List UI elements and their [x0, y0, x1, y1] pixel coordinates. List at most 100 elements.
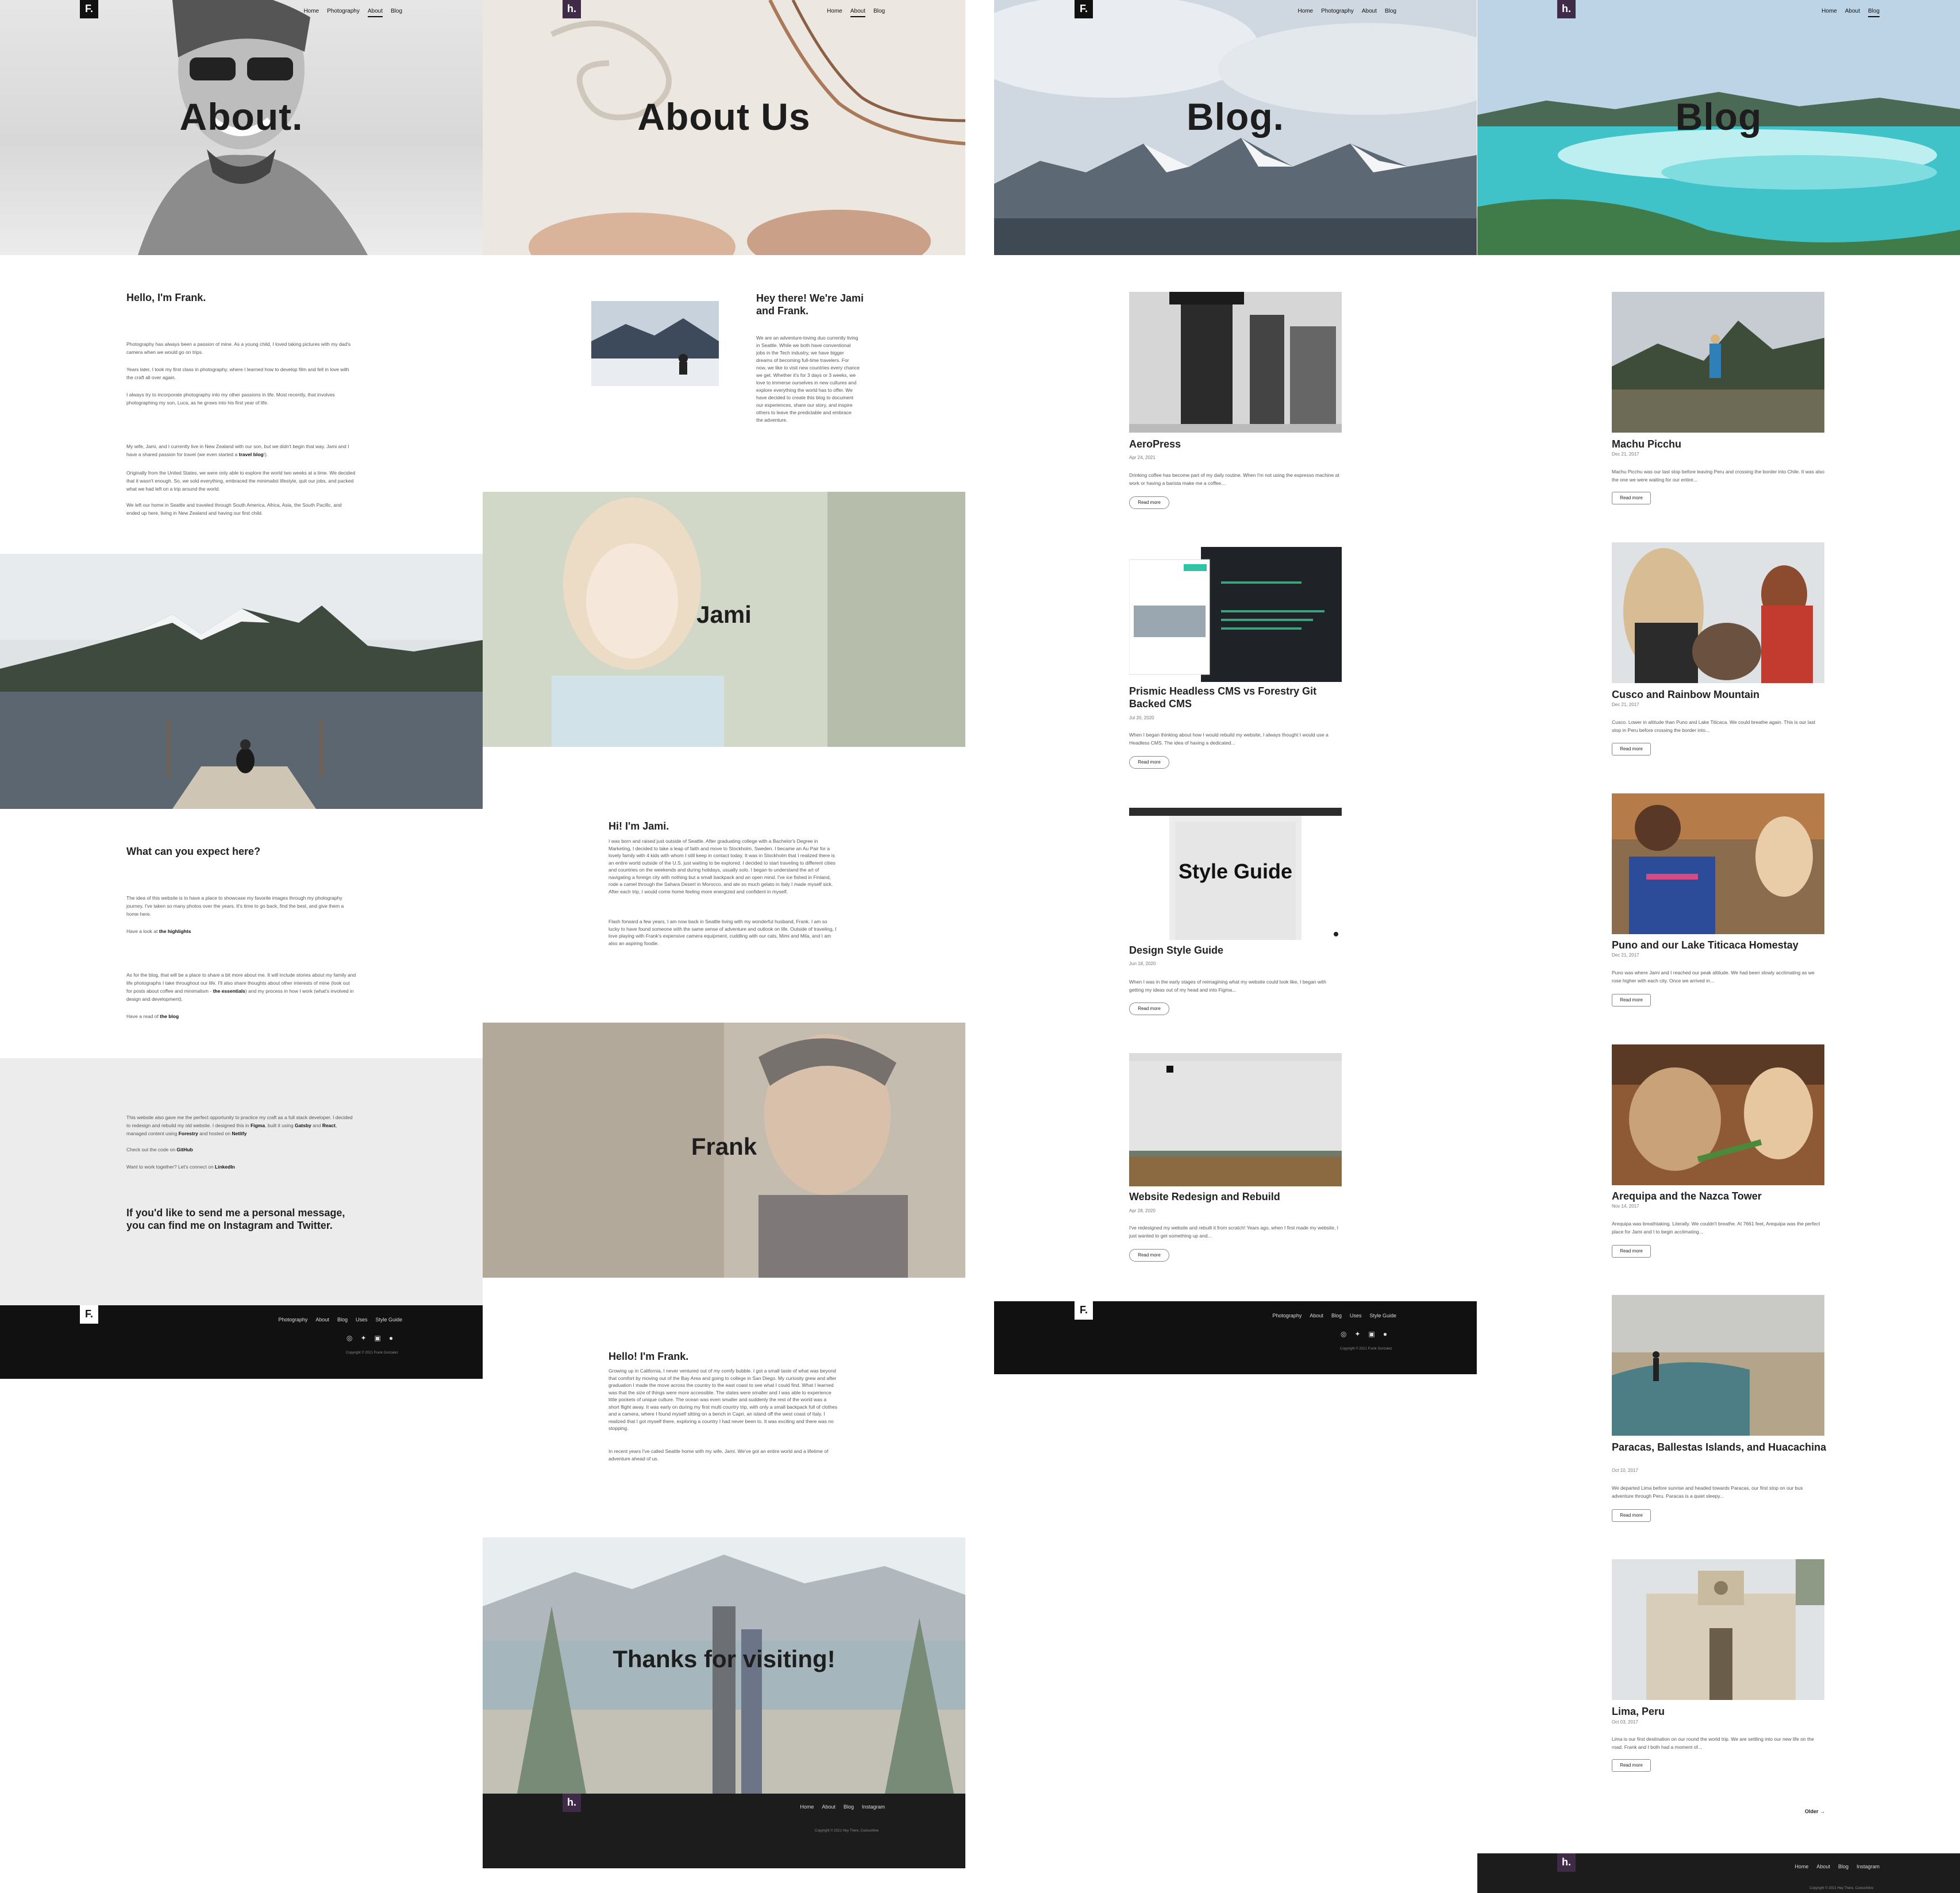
post-title[interactable]: Design Style Guide [1129, 944, 1224, 956]
github-icon[interactable]: ● [1383, 1330, 1396, 1338]
post-title[interactable]: Website Redesign and Rebuild [1129, 1191, 1280, 1202]
post-title[interactable]: Cusco and Rainbow Mountain [1612, 689, 1759, 700]
twitter-icon[interactable]: ✦ [360, 1334, 375, 1342]
nav-home[interactable]: Home [303, 8, 319, 14]
post-image-machu-picchu[interactable] [1612, 292, 1824, 433]
post-image-lima[interactable] [1612, 1559, 1824, 1700]
footer-nav-home[interactable]: Home [800, 1804, 814, 1810]
post-date: Nov 14, 2017 [1612, 1204, 1639, 1209]
post-title[interactable]: Lima, Peru [1612, 1706, 1665, 1717]
footer-nav-uses[interactable]: Uses [355, 1317, 368, 1323]
post-title[interactable]: Paracas, Ballestas Islands, and Huacachi… [1612, 1441, 1827, 1453]
nav-photography[interactable]: Photography [327, 8, 360, 14]
nav-about[interactable]: About [1361, 8, 1377, 14]
travel-blog-link[interactable]: travel blog [238, 452, 264, 457]
footer-nav-style-guide[interactable]: Style Guide [1369, 1313, 1396, 1318]
frank-banner-title: Frank [691, 1133, 757, 1160]
post-title[interactable]: Machu Picchu [1612, 438, 1682, 450]
footer-nav-home[interactable]: Home [1795, 1864, 1809, 1869]
hello-heading: Hello, I'm Frank. [126, 292, 206, 303]
linkedin-link[interactable]: LinkedIn [214, 1164, 235, 1170]
site-logo[interactable]: h. [563, 0, 581, 18]
highlights-link[interactable]: the highlights [159, 928, 191, 934]
post-image-redesign[interactable] [1129, 1053, 1342, 1194]
read-more-button[interactable]: Read more [1612, 1759, 1651, 1772]
nav-home[interactable]: Home [827, 8, 842, 14]
footer-logo[interactable]: F. [1075, 1301, 1093, 1320]
post-excerpt: We departed Lima before sunrise and head… [1612, 1485, 1803, 1499]
footer-logo[interactable]: F. [80, 1305, 98, 1324]
nav-photography[interactable]: Photography [1321, 8, 1354, 14]
linkedin-icon[interactable]: ▣ [374, 1334, 389, 1342]
instagram-icon[interactable]: ◎ [1341, 1330, 1355, 1338]
page-title: About Us [637, 95, 811, 138]
read-more-button[interactable]: Read more [1612, 743, 1651, 755]
gatsby-link[interactable]: Gatsby [294, 1123, 311, 1128]
nav-blog[interactable]: Blog [390, 8, 402, 14]
footer-logo[interactable]: h. [1557, 1853, 1576, 1872]
post-title[interactable]: Prismic Headless CMS vs Forestry Git Bac… [1129, 685, 1317, 710]
post-title[interactable]: Puno and our Lake Titicaca Homestay [1612, 939, 1799, 951]
site-logo[interactable]: h. [1557, 0, 1576, 18]
github-line: Check out the code on GitHub [126, 1146, 356, 1154]
post-image-cms-comparison[interactable] [1129, 547, 1342, 688]
site-logo[interactable]: F. [1075, 0, 1093, 18]
read-more-button[interactable]: Read more [1612, 994, 1651, 1007]
post-date: Dec 21, 2017 [1612, 953, 1639, 958]
read-more-button[interactable]: Read more [1612, 1245, 1651, 1258]
instagram-icon[interactable]: ◎ [346, 1334, 361, 1342]
post-image-style-guide[interactable]: Style Guide [1129, 808, 1342, 940]
footer-nav-about[interactable]: About [822, 1804, 835, 1810]
github-link[interactable]: GitHub [176, 1147, 193, 1152]
read-more-button[interactable]: Read more [1129, 496, 1169, 509]
nav-home[interactable]: Home [1822, 8, 1837, 14]
twitter-icon[interactable]: ✦ [1354, 1330, 1369, 1338]
netlify-link[interactable]: Netlify [232, 1131, 247, 1136]
site-logo[interactable]: F. [80, 0, 98, 18]
read-more-button[interactable]: Read more [1129, 756, 1169, 769]
footer-nav-blog[interactable]: Blog [337, 1317, 348, 1323]
github-icon[interactable]: ● [388, 1334, 402, 1342]
footer-nav-about[interactable]: About [1816, 1864, 1830, 1869]
nav-home[interactable]: Home [1297, 8, 1314, 14]
older-posts-link[interactable]: Older → [1805, 1809, 1826, 1814]
essentials-link[interactable]: the essentials [213, 988, 245, 994]
footer-nav-photography[interactable]: Photography [278, 1317, 308, 1323]
developer-paragraph: This website also gave me the perfect op… [126, 1113, 356, 1138]
forestry-link[interactable]: Forestry [178, 1131, 198, 1136]
nav-blog[interactable]: Blog [1384, 8, 1396, 14]
post-image-puno[interactable] [1612, 793, 1824, 934]
post-image-arequipa[interactable] [1612, 1044, 1824, 1185]
footer-nav-style-guide[interactable]: Style Guide [375, 1317, 402, 1323]
read-more-button[interactable]: Read more [1612, 492, 1651, 504]
blog-link[interactable]: the blog [160, 1013, 179, 1019]
read-more-button[interactable]: Read more [1129, 1249, 1169, 1262]
post-image-paracas[interactable] [1612, 1295, 1824, 1436]
nav-blog[interactable]: Blog [873, 8, 885, 14]
footer-nav-blog[interactable]: Blog [1838, 1864, 1849, 1869]
footer-nav-instagram[interactable]: Instagram [861, 1804, 885, 1810]
footer-nav-about[interactable]: About [1310, 1313, 1323, 1318]
footer-nav-blog[interactable]: Blog [1331, 1313, 1342, 1318]
read-more-button[interactable]: Read more [1612, 1509, 1651, 1522]
nav-about[interactable]: About [850, 8, 865, 17]
footer-nav-blog[interactable]: Blog [843, 1804, 854, 1810]
footer-nav-uses[interactable]: Uses [1349, 1313, 1362, 1318]
footer-nav-about[interactable]: About [315, 1317, 329, 1323]
nav-about[interactable]: About [367, 8, 383, 17]
nav-about[interactable]: About [1845, 8, 1860, 14]
post-title[interactable]: AeroPress [1129, 438, 1181, 450]
post-image-cusco[interactable] [1612, 542, 1824, 683]
figma-link[interactable]: Figma [250, 1123, 265, 1128]
post-title[interactable]: Arequipa and the Nazca Tower [1612, 1190, 1762, 1202]
read-more-button[interactable]: Read more [1129, 1003, 1169, 1015]
nav-blog[interactable]: Blog [1867, 8, 1880, 17]
react-link[interactable]: React [322, 1123, 336, 1128]
footer-logo[interactable]: h. [563, 1794, 581, 1812]
footer-nav-instagram[interactable]: Instagram [1856, 1864, 1880, 1869]
post-image-aeropress[interactable] [1129, 292, 1342, 433]
linkedin-icon[interactable]: ▣ [1368, 1330, 1383, 1338]
post-excerpt: Cusco. Lower in altitude than Puno and L… [1612, 719, 1816, 733]
footer-nav-photography[interactable]: Photography [1272, 1313, 1302, 1318]
text-run: Have a read of [126, 1013, 160, 1019]
